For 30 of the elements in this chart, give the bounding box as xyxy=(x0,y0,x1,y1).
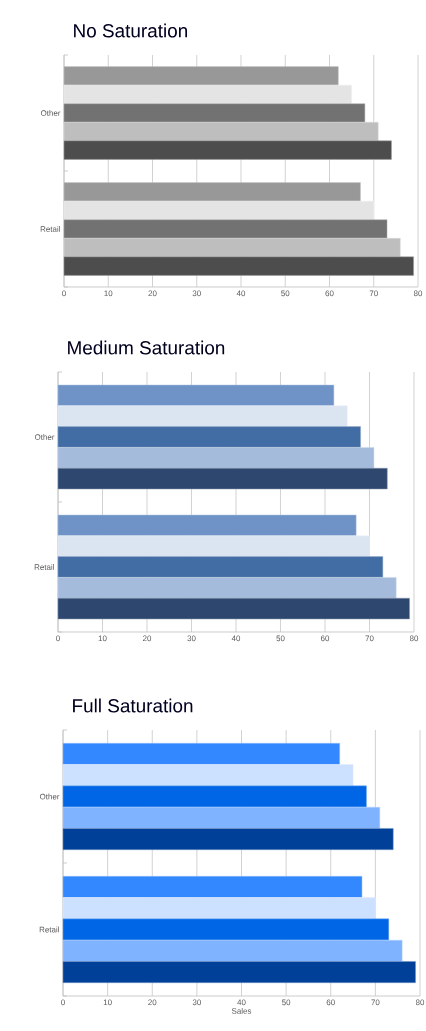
bar xyxy=(62,785,367,808)
bar xyxy=(57,447,375,469)
bar xyxy=(63,84,352,104)
bar xyxy=(62,764,354,787)
bar xyxy=(57,426,361,448)
bar xyxy=(63,200,374,220)
bar xyxy=(57,535,370,557)
bar xyxy=(62,876,363,898)
bar xyxy=(57,405,348,427)
bar xyxy=(62,961,416,983)
bar xyxy=(63,103,366,123)
bar xyxy=(63,219,388,239)
chart-title: No Saturation xyxy=(74,23,188,38)
bar xyxy=(62,897,376,920)
bar xyxy=(63,238,401,258)
bar xyxy=(62,743,340,765)
bar xyxy=(57,467,388,490)
bar xyxy=(62,828,394,850)
bar xyxy=(57,514,357,537)
bar xyxy=(62,939,403,962)
bar xyxy=(63,140,392,160)
bar xyxy=(62,918,390,941)
bar xyxy=(57,597,410,620)
bar xyxy=(62,806,381,829)
chart-title: Full Saturation xyxy=(73,698,193,713)
bar xyxy=(63,256,414,276)
bar xyxy=(57,384,335,407)
bar xyxy=(57,577,397,599)
bar xyxy=(57,556,384,578)
chart-title: Medium Saturation xyxy=(68,340,225,355)
